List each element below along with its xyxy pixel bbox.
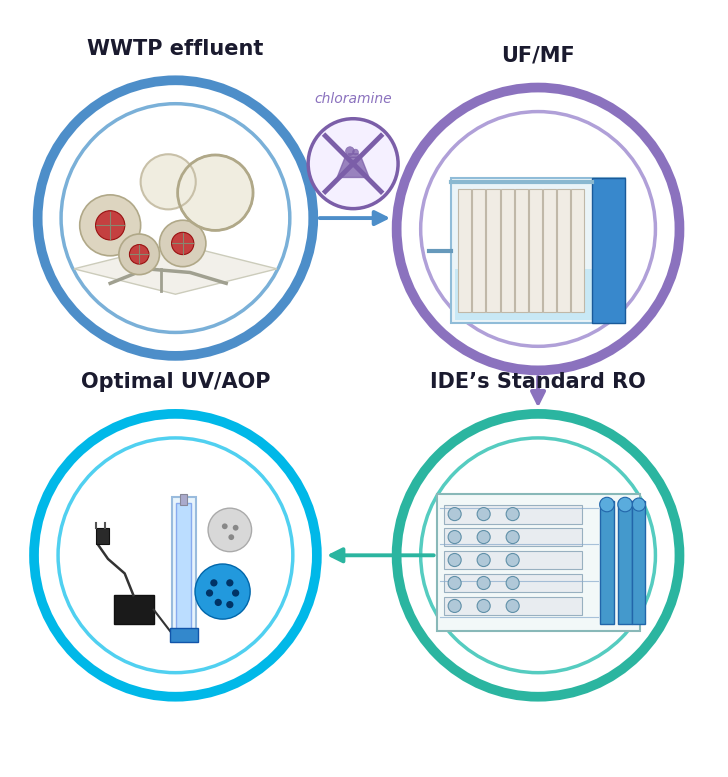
Polygon shape: [337, 157, 369, 177]
Circle shape: [308, 119, 398, 209]
Circle shape: [95, 211, 124, 240]
Bar: [348, 153, 358, 157]
Circle shape: [448, 507, 461, 521]
Circle shape: [178, 155, 253, 231]
Bar: [444, 528, 582, 546]
Bar: [451, 178, 625, 323]
Bar: [444, 551, 582, 570]
Circle shape: [448, 553, 461, 566]
Bar: [529, 189, 542, 312]
Bar: [618, 501, 633, 624]
Circle shape: [633, 498, 646, 511]
Circle shape: [477, 507, 490, 521]
Bar: [557, 189, 570, 312]
Circle shape: [477, 553, 490, 566]
Circle shape: [226, 601, 234, 608]
Circle shape: [119, 234, 159, 274]
Circle shape: [477, 599, 490, 612]
Bar: [501, 189, 514, 312]
Bar: [444, 504, 582, 524]
Circle shape: [506, 599, 519, 612]
Circle shape: [506, 507, 519, 521]
Bar: [444, 573, 582, 592]
Circle shape: [206, 590, 213, 597]
Circle shape: [141, 155, 196, 209]
Bar: [515, 189, 528, 312]
Text: chloramine: chloramine: [314, 92, 392, 106]
Circle shape: [233, 524, 239, 531]
Circle shape: [477, 577, 490, 590]
Polygon shape: [74, 243, 277, 294]
Circle shape: [210, 579, 218, 587]
Circle shape: [448, 531, 461, 544]
Circle shape: [477, 531, 490, 544]
Circle shape: [232, 590, 240, 597]
Bar: [486, 189, 499, 312]
Circle shape: [506, 531, 519, 544]
Bar: [455, 269, 622, 319]
Circle shape: [172, 232, 194, 255]
Bar: [600, 501, 614, 624]
Text: Optimal UV/AOP: Optimal UV/AOP: [81, 372, 270, 392]
Bar: [543, 189, 556, 312]
Circle shape: [618, 497, 633, 512]
Text: UF/MF: UF/MF: [501, 46, 575, 66]
Bar: [593, 178, 625, 323]
Bar: [176, 503, 191, 637]
Bar: [444, 597, 582, 615]
Text: IDE’s Standard RO: IDE’s Standard RO: [430, 372, 646, 392]
Bar: [180, 493, 187, 504]
Circle shape: [226, 579, 234, 587]
Circle shape: [208, 508, 252, 552]
Circle shape: [130, 245, 149, 264]
Bar: [633, 501, 646, 624]
Circle shape: [215, 599, 222, 606]
Circle shape: [195, 564, 250, 619]
Bar: [114, 595, 154, 624]
Text: WWTP effluent: WWTP effluent: [87, 39, 264, 58]
Circle shape: [506, 577, 519, 590]
Bar: [172, 497, 197, 643]
Bar: [571, 189, 584, 312]
Circle shape: [506, 553, 519, 566]
Bar: [170, 628, 198, 643]
Circle shape: [222, 524, 228, 529]
Circle shape: [346, 147, 355, 155]
Bar: [95, 528, 108, 545]
Circle shape: [600, 497, 614, 512]
Bar: [472, 189, 486, 312]
Bar: [437, 493, 640, 632]
Circle shape: [229, 535, 234, 540]
Circle shape: [448, 577, 461, 590]
Circle shape: [448, 599, 461, 612]
Circle shape: [79, 195, 141, 256]
Circle shape: [159, 220, 206, 267]
Circle shape: [352, 149, 358, 155]
Bar: [459, 189, 471, 312]
